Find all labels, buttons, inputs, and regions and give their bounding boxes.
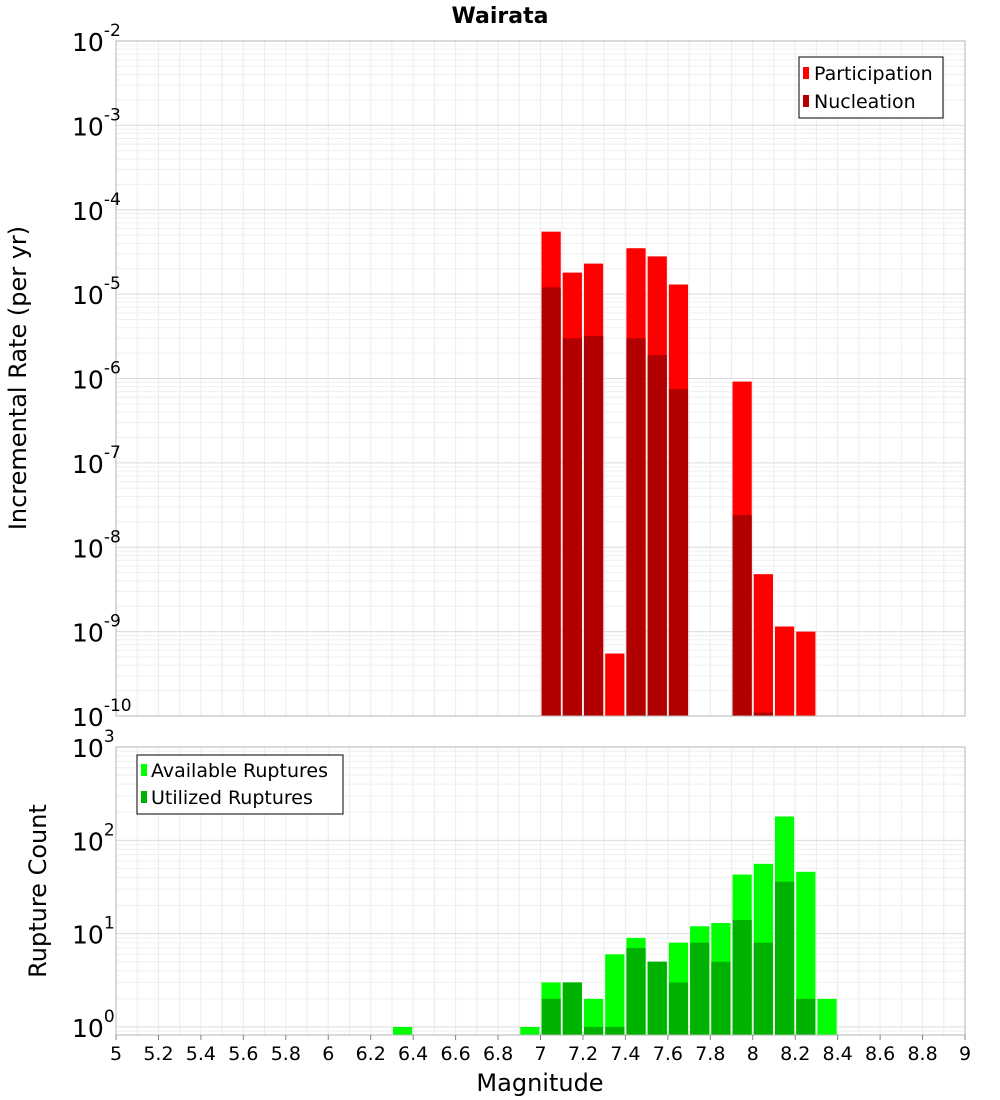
x-tick-label: 7.6 <box>653 1043 683 1065</box>
legend-label-available-ruptures: Available Ruptures <box>151 760 328 782</box>
bar-nucleation <box>753 712 773 716</box>
y-tick-label: 10-5 <box>72 274 121 310</box>
y-tick-label: 102 <box>72 820 115 856</box>
legend-swatch-participation <box>803 67 809 79</box>
x-tick-label: 8.2 <box>780 1043 810 1065</box>
x-tick-label: 7.4 <box>610 1043 640 1065</box>
x-tick-label: 9 <box>959 1043 971 1065</box>
bar-participation <box>605 653 625 716</box>
legend-label-nucleation: Nucleation <box>814 91 916 113</box>
rate-plot-panel: 10-10 10-9 10-8 10-7 10-6 10-5 10-4 10-3 10-2 In… <box>4 21 966 732</box>
y-tick-label: 101 <box>72 914 115 950</box>
legend-label-utilized-ruptures: Utilized Ruptures <box>151 787 313 809</box>
x-tick-label: 5.8 <box>271 1043 301 1065</box>
rate-plot-frame <box>115 40 966 717</box>
x-tick-label: 7 <box>534 1043 546 1065</box>
bar-available-ruptures <box>583 998 604 1035</box>
bar-participation <box>774 626 795 716</box>
chart-title: Wairata <box>452 4 549 29</box>
x-tick-label: 6.6 <box>440 1043 470 1065</box>
legend-swatch-available-ruptures <box>141 764 147 776</box>
bar-available-ruptures <box>392 1026 413 1035</box>
count-plot-legend-box <box>136 754 344 815</box>
x-tick-label: 8 <box>747 1043 759 1065</box>
x-tick-label: 8.6 <box>865 1043 895 1065</box>
rate-plot-grid <box>115 40 966 717</box>
bar-participation <box>753 574 773 716</box>
bar-utilized-ruptures <box>647 961 667 1035</box>
x-tick-label: 5.4 <box>186 1043 216 1065</box>
bar-nucleation <box>647 354 667 716</box>
bar-utilized-ruptures <box>774 881 795 1035</box>
count-plot-grid <box>115 746 966 1035</box>
x-tick-label: 6 <box>322 1043 334 1065</box>
rate-plot-legend-box <box>798 56 944 119</box>
bar-utilized-ruptures <box>562 982 582 1035</box>
x-tick-label: 6.2 <box>356 1043 386 1065</box>
y-tick-label: 10-7 <box>72 443 121 479</box>
bar-nucleation <box>541 287 561 716</box>
y-tick-label: 10-6 <box>72 359 121 395</box>
bar-utilized-ruptures <box>626 948 646 1035</box>
x-tick-label: 8.4 <box>823 1043 853 1065</box>
rate-plot-y-axis-label: Incremental Rate (per yr) <box>4 226 32 530</box>
bar-utilized-ruptures <box>711 961 731 1035</box>
y-tick-label: 10-10 <box>72 696 132 732</box>
count-plot-bars <box>392 816 837 1035</box>
legend-swatch-utilized-ruptures <box>141 791 147 803</box>
x-tick-label: 8.8 <box>907 1043 937 1065</box>
legend-label-participation: Participation <box>814 63 933 85</box>
bar-nucleation <box>626 338 646 716</box>
rate-plot-legend: Participation Nucleation <box>798 56 944 119</box>
y-tick-label: 10-2 <box>72 21 121 57</box>
bar-nucleation <box>668 389 689 716</box>
bar-utilized-ruptures <box>668 982 689 1035</box>
bar-available-ruptures <box>520 1026 540 1035</box>
bar-nucleation <box>732 515 752 716</box>
x-tick-label: 5.6 <box>228 1043 258 1065</box>
y-tick-label: 10-3 <box>72 105 121 141</box>
count-plot-panel: 100 101 102 103 5 5.2 5.4 5.6 5.8 6 6.2 6.4 6.6 6.8 7… <box>24 727 971 1097</box>
bar-utilized-ruptures <box>732 920 752 1035</box>
bar-utilized-ruptures <box>541 998 561 1035</box>
bar-available-ruptures <box>817 998 837 1035</box>
rate-plot-bars <box>541 231 816 717</box>
bar-available-ruptures <box>605 954 625 1035</box>
x-tick-label: 7.2 <box>568 1043 598 1065</box>
x-tick-label: 5.2 <box>143 1043 173 1065</box>
x-axis-label: Magnitude <box>476 1069 603 1097</box>
bar-utilized-ruptures <box>796 998 816 1035</box>
bar-participation <box>796 631 816 716</box>
bar-available-ruptures <box>796 871 816 1035</box>
x-tick-label: 5 <box>110 1043 122 1065</box>
legend-swatch-nucleation <box>803 95 809 107</box>
x-tick-label: 6.8 <box>483 1043 513 1065</box>
count-plot-y-ticks: 100 101 102 103 <box>72 727 115 1043</box>
y-tick-label: 10-8 <box>72 527 121 563</box>
count-plot-y-axis-label: Rupture Count <box>24 804 52 978</box>
bar-nucleation <box>583 335 604 716</box>
bar-nucleation <box>562 338 582 716</box>
bar-utilized-ruptures <box>605 1026 625 1035</box>
x-tick-label: 6.4 <box>398 1043 428 1065</box>
x-tick-label: 7.8 <box>695 1043 725 1065</box>
bar-utilized-ruptures <box>690 942 710 1035</box>
bar-utilized-ruptures <box>583 1026 604 1035</box>
count-plot-x-ticks: 5 5.2 5.4 5.6 5.8 6 6.2 6.4 6.6 6.8 7 7.2 7.4 7.6 7.8 8… <box>110 1035 971 1065</box>
bar-utilized-ruptures <box>753 942 773 1035</box>
y-tick-label: 103 <box>72 727 115 763</box>
y-tick-label: 10-9 <box>72 612 121 648</box>
y-tick-label: 100 <box>72 1007 115 1043</box>
y-tick-label: 10-4 <box>72 190 121 226</box>
count-plot-legend: Available Ruptures Utilized Ruptures <box>136 754 344 815</box>
